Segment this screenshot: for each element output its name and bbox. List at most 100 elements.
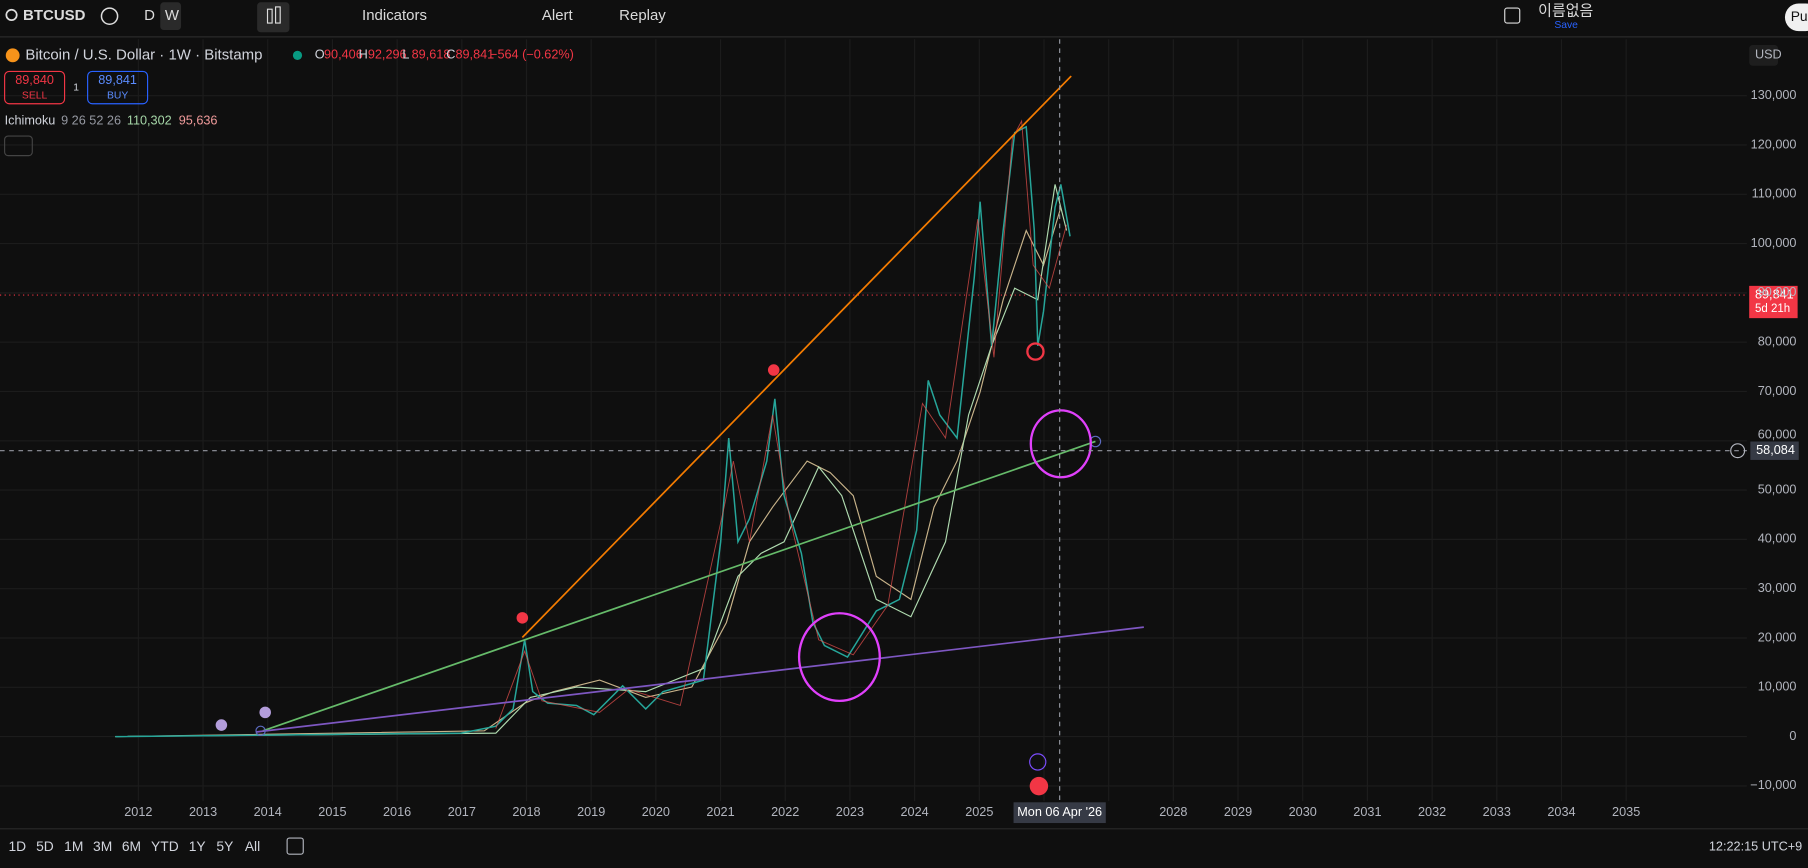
range-button[interactable]: 5D — [36, 838, 54, 854]
search-icon[interactable] — [5, 8, 18, 22]
ohlc-value: 89,841 — [455, 48, 494, 62]
price-label: 110,000 — [1752, 187, 1797, 201]
event-flag[interactable] — [1029, 776, 1049, 796]
replay-button[interactable]: Replay — [619, 7, 666, 24]
clock: 12:22:15 UTC+9 — [1709, 840, 1802, 854]
range-button[interactable]: YTD — [151, 838, 179, 854]
marker — [767, 364, 780, 376]
indicator-value: 110,302 — [127, 113, 172, 127]
year-label: 2021 — [706, 805, 734, 819]
year-label: 2030 — [1289, 805, 1317, 819]
price-label: 80,000 — [1758, 335, 1797, 349]
freehand-circle — [797, 612, 881, 703]
ohlc-value: 90,406 — [324, 48, 363, 62]
year-label: 2035 — [1612, 805, 1640, 819]
market-status — [292, 50, 303, 60]
price-label: −10,000 — [1750, 778, 1796, 792]
price-label: 20,000 — [1758, 630, 1797, 644]
price-label: 90,000 — [1758, 285, 1797, 299]
currency-bg — [1749, 44, 1779, 66]
add-alert[interactable] — [1730, 443, 1746, 459]
candle-icon — [266, 8, 273, 24]
year-label: 2017 — [448, 805, 476, 819]
range-button[interactable]: 3M — [93, 838, 112, 854]
range-button[interactable]: 6M — [122, 838, 141, 854]
crosshair-date-bg — [1013, 802, 1106, 824]
year-label: 2018 — [512, 805, 540, 819]
year-label: 2023 — [836, 805, 864, 819]
ohlc-value: 89,618 — [412, 48, 451, 62]
price-label: 100,000 — [1751, 236, 1797, 250]
price-label: 50,000 — [1758, 482, 1797, 496]
year-label: 2034 — [1547, 805, 1575, 819]
indicators-button[interactable]: Indicators — [362, 7, 427, 24]
chart-drawings — [0, 39, 1747, 802]
range-button[interactable]: 1Y — [189, 838, 206, 854]
indicator-params: 9 26 52 26 — [61, 113, 121, 127]
price-label: 60,000 — [1758, 427, 1797, 441]
date-range-icon[interactable] — [286, 837, 304, 855]
year-label: 2015 — [318, 805, 346, 819]
buy-label[interactable]: BUY — [107, 90, 128, 101]
anchor — [255, 725, 266, 737]
year-label: 2020 — [642, 805, 670, 819]
event-icon[interactable] — [1029, 753, 1047, 771]
indicator-name: Ichimoku — [5, 113, 56, 127]
year-label: 2013 — [189, 805, 217, 819]
collapse-button[interactable] — [4, 135, 33, 157]
last-price: 89,841 — [1755, 287, 1794, 301]
range-button[interactable]: 1D — [8, 838, 26, 854]
trend-line — [521, 75, 1072, 639]
currency[interactable]: USD — [1755, 48, 1782, 62]
trend-line — [255, 626, 1144, 733]
year-label: 2029 — [1224, 805, 1252, 819]
layout-icon[interactable] — [1504, 7, 1521, 24]
alert-button[interactable]: Alert — [542, 7, 574, 24]
sell-price[interactable]: 89,840 — [15, 73, 54, 87]
symbol[interactable]: BTCUSD — [23, 7, 86, 24]
sell-button[interactable] — [4, 70, 66, 105]
add-symbol[interactable] — [100, 7, 119, 25]
ohlc-label: C — [446, 48, 455, 62]
range-button[interactable]: 1M — [64, 838, 83, 854]
profile[interactable]: Pu — [1791, 8, 1808, 24]
price-axis: USD 89,841 5d 21h 130,000 120,000 110,000 1… — [1749, 44, 1798, 792]
interval[interactable]: W — [165, 7, 180, 24]
price-label: 40,000 — [1758, 532, 1797, 546]
year-label: 2031 — [1353, 805, 1381, 819]
year-label: 2022 — [771, 805, 799, 819]
profile-button[interactable] — [1784, 3, 1808, 32]
crosshair-labels: 58,084 Mon 06 Apr '26 — [1013, 441, 1799, 824]
price-label: 10,000 — [1758, 680, 1797, 694]
range-button[interactable]: All — [245, 838, 260, 854]
ichimoku-line — [115, 184, 1068, 738]
marker — [259, 706, 271, 719]
ohlc-value: 92,296 — [368, 48, 407, 62]
layout-name[interactable]: 이름없음 — [1538, 2, 1593, 19]
sell-label[interactable]: SELL — [22, 90, 48, 101]
range-button[interactable]: 5Y — [216, 838, 233, 854]
trend-line — [262, 440, 1096, 732]
buy-price[interactable]: 89,841 — [98, 73, 137, 87]
save-label[interactable]: Save — [1554, 20, 1578, 31]
crosshair-price-bg — [1750, 441, 1799, 460]
bottom-bar: 12:22:15 UTC+9 1D 5D 1M 3M 6M YTD 1Y 5Y All — [0, 828, 1808, 855]
chart-type-bg[interactable] — [257, 2, 290, 33]
last-price-tag — [1749, 285, 1798, 319]
price-label: 70,000 — [1758, 384, 1797, 398]
change: −564 (−0.62%) — [490, 48, 574, 62]
marker — [516, 612, 529, 624]
time-axis: 2012 2013 2014 2015 2016 2017 2018 2019 2020 2021… — [124, 805, 1640, 819]
top-toolbar: BTCUSD D W Indicators Alert Replay 이름없음 … — [0, 2, 1808, 38]
interval[interactable]: D — [144, 7, 155, 24]
grid — [0, 39, 1747, 802]
year-label: 2024 — [901, 805, 929, 819]
buy-button[interactable] — [87, 70, 149, 105]
year-label: 2014 — [254, 805, 282, 819]
year-label: 2032 — [1418, 805, 1446, 819]
marker — [215, 719, 228, 731]
